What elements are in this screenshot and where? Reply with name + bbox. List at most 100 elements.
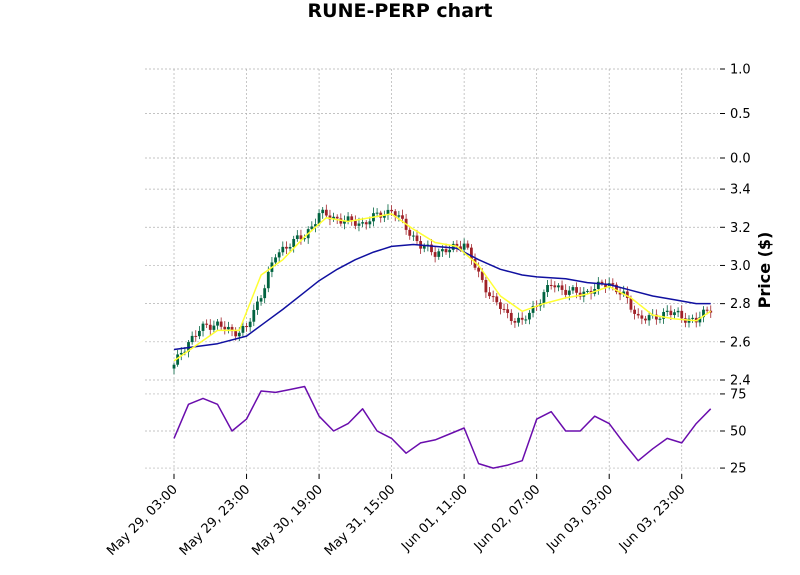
candle-body xyxy=(542,292,546,304)
candle-body xyxy=(647,315,651,321)
candle-body xyxy=(673,312,676,316)
candle-body xyxy=(357,223,361,226)
candle-body xyxy=(248,321,252,328)
candle-body xyxy=(622,291,626,295)
price-ytick-label: 2.4 xyxy=(730,374,751,389)
candle-body xyxy=(299,235,303,240)
candle-body xyxy=(698,317,702,323)
candle-body xyxy=(618,292,622,295)
xtick-label: Jun 02, 07:00 xyxy=(471,482,544,555)
price-ytick-label: 2.8 xyxy=(730,297,751,312)
candle-body xyxy=(691,317,695,319)
candle-body xyxy=(364,222,368,225)
candle-body xyxy=(266,271,270,289)
candle-body xyxy=(531,305,535,313)
xtick-label: May 31, 15:00 xyxy=(322,482,399,559)
candle-body xyxy=(557,285,560,288)
candle-body xyxy=(455,243,459,247)
candle-body xyxy=(176,354,180,365)
candle-body xyxy=(321,209,325,214)
candle-body xyxy=(277,252,281,258)
candle-body xyxy=(422,245,426,249)
candle-body xyxy=(212,325,216,330)
price-ytick-label: 2.6 xyxy=(730,335,751,350)
candle-body xyxy=(183,351,187,353)
candle-body xyxy=(353,220,357,226)
candle-body xyxy=(227,326,230,330)
candle-body xyxy=(676,310,680,313)
candle-body xyxy=(546,285,549,293)
candle-body xyxy=(506,309,510,313)
candle-body xyxy=(644,318,647,321)
xtick-label: May 29, 23:00 xyxy=(177,482,254,559)
candle-body xyxy=(636,313,640,316)
candle-body xyxy=(600,281,604,284)
candle-body xyxy=(197,330,201,337)
candle-body xyxy=(375,212,379,214)
candle-body xyxy=(575,287,578,293)
candle-body xyxy=(361,222,364,224)
candle-body xyxy=(549,285,553,287)
candle-body xyxy=(382,215,386,218)
grid-layer xyxy=(145,68,718,474)
candle-body xyxy=(343,221,346,224)
candle-body xyxy=(303,238,306,240)
candle-body xyxy=(230,326,234,332)
candle-body xyxy=(633,309,636,314)
candle-body xyxy=(314,224,317,227)
candle-body xyxy=(466,243,470,248)
candle-body xyxy=(332,216,335,220)
xtick-label: Jun 03, 23:00 xyxy=(616,482,689,555)
ma-slow-line xyxy=(173,243,711,351)
axes-layer: 0.0 0.5 1.0 2.4 2.6 2.8 3.0 3.2 3.4 25 50 75 May 29,… xyxy=(104,63,750,559)
candle-body xyxy=(451,243,455,250)
candle-body xyxy=(520,317,524,320)
candle-body xyxy=(469,247,473,260)
candle-body xyxy=(386,209,390,216)
candle-body xyxy=(517,317,520,323)
candle-body xyxy=(281,246,285,253)
candle-body xyxy=(285,246,288,249)
price-ytick-label: 3.2 xyxy=(730,221,751,236)
indicator-line xyxy=(173,385,712,469)
candle-body xyxy=(462,243,466,250)
candle-body xyxy=(611,283,615,285)
candle-body xyxy=(680,310,684,319)
candle-body xyxy=(346,216,350,222)
candle-body xyxy=(179,352,183,355)
candle-body xyxy=(567,290,571,295)
candle-body xyxy=(629,298,633,310)
candle-body xyxy=(194,335,198,337)
candle-body xyxy=(586,290,589,292)
candle-body xyxy=(553,285,557,288)
candle-body xyxy=(669,310,673,316)
candle-body xyxy=(201,323,205,331)
xtick-label: Jun 03, 03:00 xyxy=(543,482,616,555)
candle-body xyxy=(205,323,209,325)
candle-body xyxy=(444,249,448,253)
price-ytick-label: 3.4 xyxy=(730,183,751,198)
candle-body xyxy=(665,310,669,312)
candle-body xyxy=(274,257,277,263)
candle-body xyxy=(448,249,452,253)
candle-body xyxy=(437,251,441,257)
candle-body xyxy=(411,235,415,237)
candle-body xyxy=(502,308,506,310)
candle-body xyxy=(488,292,491,297)
candle-body xyxy=(408,229,412,236)
candle-body xyxy=(604,283,607,288)
candle-body xyxy=(459,246,462,250)
candle-body xyxy=(350,216,354,221)
candle-body xyxy=(662,311,666,319)
candle-body xyxy=(172,364,176,369)
candle-body xyxy=(397,215,401,217)
empty-ytick-label: 0.5 xyxy=(730,107,751,122)
candle-body xyxy=(509,312,513,322)
candle-body xyxy=(237,332,241,337)
candle-body xyxy=(310,226,314,230)
candle-body xyxy=(484,279,488,293)
candle-body xyxy=(295,235,299,239)
candle-body xyxy=(393,211,397,217)
candle-body xyxy=(324,209,328,216)
candle-body xyxy=(495,296,499,303)
